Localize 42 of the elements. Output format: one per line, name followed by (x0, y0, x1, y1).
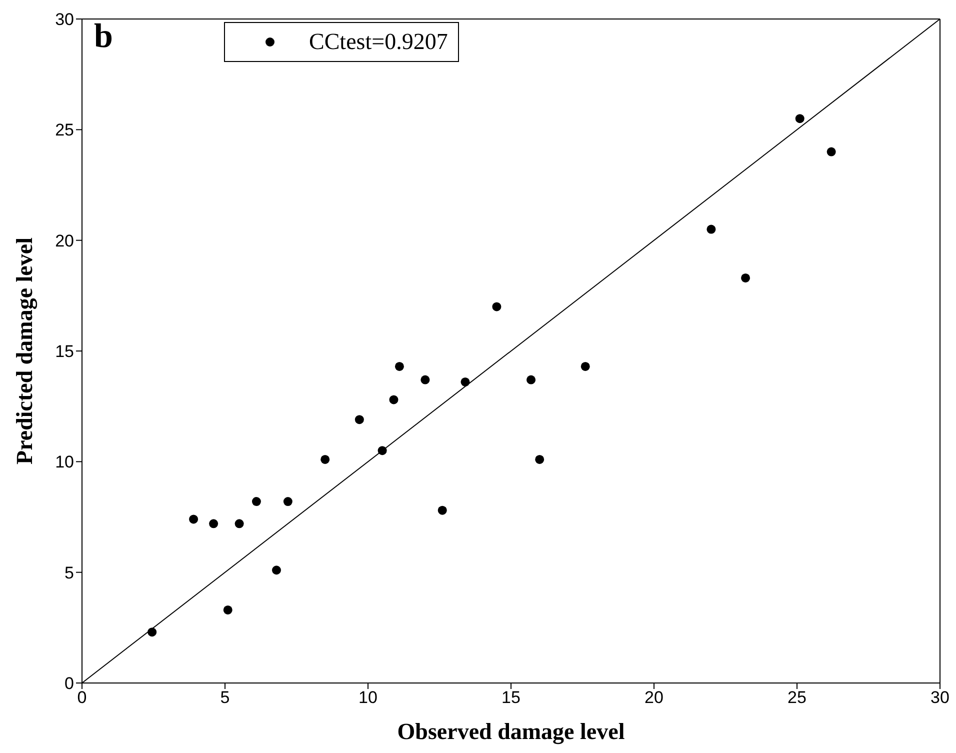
point (438, 506, 447, 515)
point (223, 605, 232, 614)
point (826, 147, 836, 156)
y-tick-label: 30 (55, 10, 74, 30)
y-tick-label: 10 (55, 452, 74, 472)
x-tick-label: 10 (358, 688, 378, 708)
point (580, 362, 590, 371)
point (234, 519, 244, 528)
point (394, 362, 404, 371)
y-tick-label: 0 (64, 674, 74, 694)
point (272, 566, 281, 575)
point (420, 375, 430, 384)
x-tick-label: 20 (644, 688, 664, 708)
legend-label: CCtest=0.9207 (309, 29, 448, 55)
point (148, 628, 157, 637)
point (209, 519, 218, 528)
point (283, 497, 292, 506)
point (795, 114, 804, 124)
point (189, 514, 198, 524)
y-axis-title: Predicted damage level (12, 238, 38, 464)
point (526, 375, 536, 384)
point (252, 497, 261, 506)
point (492, 302, 502, 312)
x-tick-label: 30 (930, 688, 950, 708)
point (460, 377, 470, 386)
x-axis-title: Observed damage level (397, 719, 625, 745)
y-tick-label: 5 (64, 563, 74, 582)
point (354, 415, 364, 424)
point (741, 273, 750, 282)
point (706, 224, 716, 234)
x-tick-label: 0 (77, 688, 87, 708)
y-tick-label: 15 (55, 342, 74, 362)
x-tick-label: 25 (788, 688, 806, 708)
point (389, 395, 398, 404)
x-tick-label: 15 (502, 688, 520, 708)
point (320, 454, 330, 464)
point (535, 454, 544, 464)
y-tick-label: 25 (55, 120, 74, 140)
annotation: b (94, 18, 113, 55)
y-tick-label: 20 (55, 231, 74, 250)
x-tick-label: 5 (220, 688, 230, 708)
point (378, 446, 387, 456)
